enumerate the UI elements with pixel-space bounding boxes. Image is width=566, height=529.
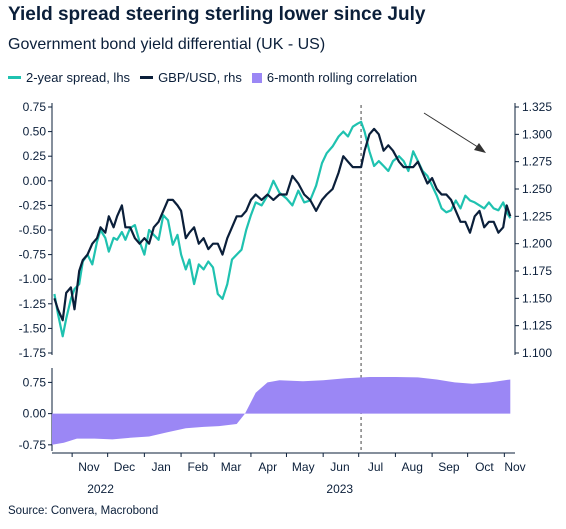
left-tick-label: -1.75: [19, 346, 47, 360]
legend-label-spread: 2-year spread, lhs: [26, 70, 131, 85]
right-tick-label: 1.125: [522, 319, 552, 333]
legend-label-gbpusd: GBP/USD, rhs: [158, 70, 242, 85]
legend: 2-year spread, lhs GBP/USD, rhs 6-month …: [8, 70, 427, 85]
right-tick-label: 1.325: [522, 100, 552, 114]
legend-item-spread: 2-year spread, lhs: [8, 70, 130, 85]
trend-arrow-shaft: [423, 112, 482, 150]
x-tick-label-dec: Dec: [114, 460, 135, 474]
left-tick-label: 0.25: [23, 149, 47, 163]
x-tick-label-jul: Jul: [368, 460, 383, 474]
right-tick-label: 1.225: [522, 209, 552, 223]
corr-tick-label: 0.75: [23, 375, 47, 389]
legend-item-correlation: 6-month rolling correlation: [251, 70, 418, 85]
left-tick-label: -1.00: [19, 272, 47, 286]
x-year-label: 2023: [326, 482, 353, 496]
x-tick-label-mar: Mar: [221, 460, 242, 474]
left-tick-label: 0.00: [23, 174, 47, 188]
x-year-label: 2022: [87, 482, 114, 496]
x-tick-label-may: May: [292, 460, 315, 474]
x-tick-label-feb: Feb: [188, 460, 209, 474]
right-tick-label: 1.175: [522, 264, 552, 278]
right-tick-label: 1.275: [522, 155, 552, 169]
x-tick-label-jan: Jan: [151, 460, 170, 474]
legend-swatch-gbpusd: [140, 76, 154, 79]
left-tick-label: 0.75: [23, 100, 47, 114]
left-tick-label: -0.50: [19, 223, 47, 237]
x-tick-label-sep: Sep: [438, 460, 460, 474]
left-tick-label: -0.75: [19, 248, 47, 262]
x-tick-label-aug: Aug: [402, 460, 423, 474]
gbpusd-line: [53, 127, 512, 322]
x-tick-label-jun: Jun: [330, 460, 349, 474]
source-note: Source: Convera, Macrobond: [8, 505, 159, 517]
trend-arrow-head: [474, 143, 486, 153]
left-tick-label: 0.50: [23, 125, 47, 139]
correlation-area: [52, 377, 511, 445]
legend-swatch-spread: [8, 76, 21, 79]
spread-line: [53, 120, 512, 338]
chart-subtitle: Government bond yield differential (UK -…: [8, 36, 326, 53]
x-tick-label-oct: Oct: [475, 460, 494, 474]
right-tick-label: 1.100: [522, 346, 552, 360]
legend-label-correlation: 6-month rolling correlation: [266, 70, 418, 85]
right-tick-label: 1.150: [522, 291, 552, 305]
chart-title: Yield spread steering sterling lower sin…: [8, 4, 426, 25]
left-tick-label: -0.25: [19, 198, 47, 212]
corr-tick-label: -0.75: [19, 438, 47, 452]
legend-swatch-correlation: [251, 72, 262, 83]
left-tick-label: -1.50: [19, 321, 47, 335]
corr-tick-label: 0.00: [23, 407, 47, 421]
right-tick-label: 1.200: [522, 237, 552, 251]
x-tick-label-apr: Apr: [258, 460, 277, 474]
legend-item-gbpusd: GBP/USD, rhs: [140, 70, 242, 85]
right-tick-label: 1.300: [522, 127, 552, 141]
x-tick-label-nov: Nov: [504, 460, 525, 474]
left-tick-label: -1.25: [19, 297, 47, 311]
x-tick-label-nov: Nov: [78, 460, 99, 474]
right-tick-label: 1.250: [522, 182, 552, 196]
